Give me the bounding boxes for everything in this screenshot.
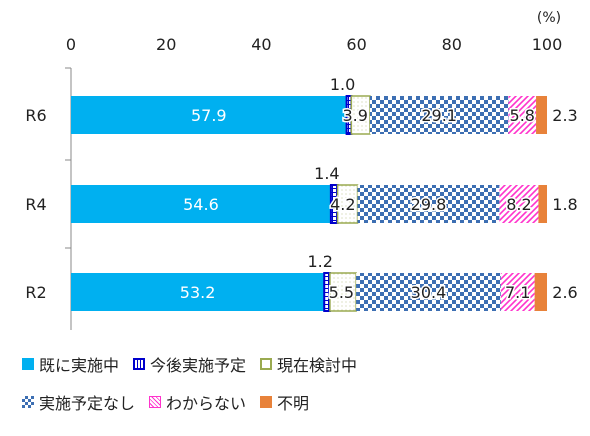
legend-row-2: 実施予定なし わからない 不明	[22, 390, 323, 414]
data-label: 30.4	[411, 283, 447, 302]
data-label: 53.2	[180, 283, 216, 302]
x-tick-label: 40	[251, 35, 271, 54]
bar-segment	[508, 96, 537, 134]
legend-label: 現在検討中	[277, 356, 358, 375]
legend-swatch	[149, 396, 162, 408]
data-label: 1.0	[330, 75, 355, 94]
data-label: 1.8	[552, 195, 577, 214]
bar-segment	[329, 272, 357, 312]
data-label: 29.1	[421, 106, 457, 125]
legend-label: 不明	[277, 394, 310, 413]
unit-label: (%)	[537, 10, 561, 26]
bar-segment	[538, 185, 547, 223]
bar-segment	[534, 273, 547, 311]
data-label: 4.2	[330, 195, 355, 214]
data-label: 7.1	[505, 283, 530, 302]
data-label: 5.5	[329, 283, 354, 302]
bar-segment	[369, 96, 509, 134]
category-label: R2	[25, 283, 46, 302]
category-label: R6	[25, 106, 46, 125]
bar-segment	[71, 273, 325, 311]
bar-segment	[536, 96, 547, 134]
data-label: 1.2	[308, 252, 333, 271]
x-tick-label: 20	[156, 35, 176, 54]
legend-item: 今後実施予定	[133, 352, 246, 376]
x-tick-label: 60	[346, 35, 366, 54]
bar-segment	[356, 273, 501, 311]
legend-item: 不明	[260, 390, 309, 414]
data-label: 5.8	[510, 106, 535, 125]
category-label: R4	[25, 195, 46, 214]
legend-row-1: 既に実施中 今後実施予定 現在検討中	[22, 352, 371, 376]
legend-label: 今後実施予定	[150, 356, 247, 375]
legend-item: 既に実施中	[22, 352, 119, 376]
bar-segment	[71, 185, 331, 223]
x-tick-label: 100	[532, 35, 563, 54]
data-label: 2.3	[552, 106, 577, 125]
bar-segment	[71, 96, 347, 134]
legend-item: わからない	[149, 390, 246, 414]
legend-swatch	[22, 358, 34, 370]
data-label: 57.9	[191, 106, 227, 125]
legend-label: わからない	[166, 394, 247, 413]
legend-item: 実施予定なし	[22, 390, 135, 414]
data-label: 1.4	[314, 164, 339, 183]
x-tick-label: 80	[442, 35, 462, 54]
x-tick-label: 0	[66, 35, 76, 54]
bar-segment	[357, 185, 500, 223]
legend-label: 既に実施中	[39, 356, 120, 375]
data-label: 3.9	[342, 106, 367, 125]
legend-swatch	[260, 396, 273, 408]
legend-swatch	[22, 396, 34, 408]
legend-swatch	[133, 358, 146, 370]
legend-item: 現在検討中	[260, 352, 357, 376]
legend-swatch	[260, 358, 273, 370]
data-label: 29.8	[411, 195, 447, 214]
data-label: 8.2	[506, 195, 531, 214]
bar-segment	[499, 185, 539, 223]
legend-label: 実施予定なし	[39, 394, 136, 413]
data-label: 54.6	[183, 195, 219, 214]
bar-segment	[500, 273, 535, 311]
data-label: 2.6	[552, 283, 577, 302]
chart-canvas: 0 20 40 60 80 100 (%) R6 R4 R2 57.9 1.0 3.9 29.1 5.8 2…	[25, 10, 579, 341]
